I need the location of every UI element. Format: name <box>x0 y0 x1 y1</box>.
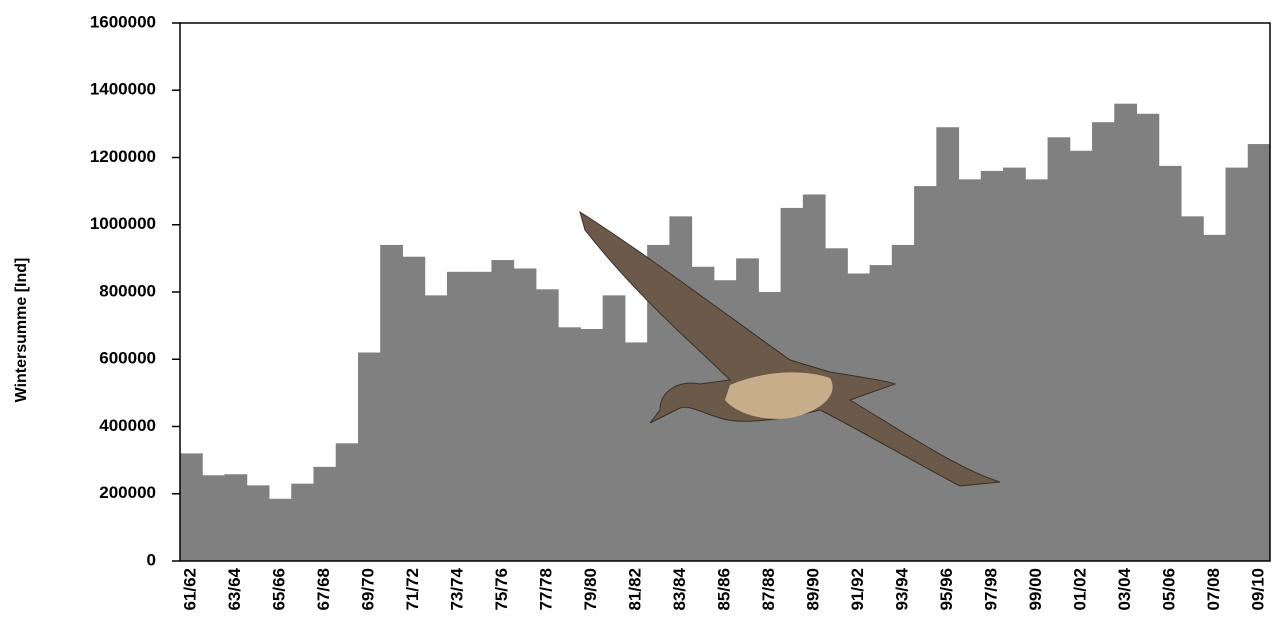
bar <box>491 260 514 561</box>
bar <box>358 353 381 561</box>
x-tick-label: 89/90 <box>803 568 822 611</box>
bar <box>936 127 959 561</box>
y-tick-label: 400000 <box>99 416 156 435</box>
x-tick-label: 63/64 <box>225 567 244 610</box>
x-tick-label: 77/78 <box>537 568 556 611</box>
bar <box>514 268 537 561</box>
bar <box>625 342 648 561</box>
bar <box>892 245 915 561</box>
bar <box>336 443 359 561</box>
bar <box>425 295 448 561</box>
y-tick-label: 1600000 <box>90 12 156 31</box>
bar <box>247 485 270 561</box>
bar <box>1159 166 1182 561</box>
x-tick-label: 71/72 <box>403 568 422 611</box>
bar <box>269 499 292 561</box>
x-tick-label: 93/94 <box>892 567 911 610</box>
bar <box>469 272 492 561</box>
bar <box>447 272 470 561</box>
bar <box>1025 179 1048 561</box>
bar <box>1181 216 1204 561</box>
bar <box>180 453 203 561</box>
bar <box>291 484 314 561</box>
y-tick-label: 1000000 <box>90 214 156 233</box>
x-tick-label: 91/92 <box>848 568 867 611</box>
x-tick-label: 83/84 <box>670 567 689 610</box>
bar <box>313 467 336 561</box>
bar <box>758 292 781 561</box>
x-tick-label: 85/86 <box>714 568 733 611</box>
x-tick-label: 01/02 <box>1070 568 1089 611</box>
x-tick-label: 99/00 <box>1026 568 1045 611</box>
bar <box>1226 168 1249 561</box>
x-tick-label: 73/74 <box>448 567 467 610</box>
bar <box>580 329 603 561</box>
x-tick-label: 67/68 <box>314 568 333 611</box>
x-tick-label: 07/08 <box>1204 568 1223 611</box>
bar <box>981 171 1004 561</box>
x-tick-label: 87/88 <box>759 568 778 611</box>
y-tick-label: 800000 <box>99 281 156 300</box>
bar <box>1092 122 1115 561</box>
chart: Wintersumme [Ind] 0 200000 400000 600000 800… <box>0 0 1280 626</box>
bar <box>1203 235 1226 561</box>
x-tick-label: 69/70 <box>359 568 378 611</box>
x-tick-label: 75/76 <box>492 568 511 611</box>
bar <box>380 245 403 561</box>
x-tick-label: 65/66 <box>270 568 289 611</box>
y-tick-label: 200000 <box>99 483 156 502</box>
x-tick-label: 79/80 <box>581 568 600 611</box>
x-tick-label: 81/82 <box>626 568 645 611</box>
x-tick-label: 61/62 <box>181 568 200 611</box>
bar <box>1003 168 1026 561</box>
x-tick-label: 05/06 <box>1159 568 1178 611</box>
y-tick-label: 0 <box>147 550 156 569</box>
bar <box>959 179 982 561</box>
bar <box>224 474 247 561</box>
y-tick-label: 600000 <box>99 349 156 368</box>
bar <box>1248 144 1271 561</box>
x-tick-label: 03/04 <box>1115 567 1134 610</box>
bar <box>914 186 937 561</box>
bar <box>536 289 559 561</box>
bar <box>1114 104 1137 561</box>
bar <box>870 265 893 561</box>
bar <box>1070 151 1093 561</box>
y-tick-label: 1400000 <box>90 80 156 99</box>
bar <box>558 327 581 561</box>
bar <box>202 475 225 561</box>
bar <box>1048 137 1071 561</box>
x-tick-label: 97/98 <box>981 568 1000 611</box>
y-tick-label: 1200000 <box>90 147 156 166</box>
y-axis-label: Wintersumme [Ind] <box>13 258 30 403</box>
bar <box>402 257 425 561</box>
bar <box>603 295 626 561</box>
x-tick-label: 09/10 <box>1248 568 1267 611</box>
x-tick-label: 95/96 <box>937 568 956 611</box>
bar <box>1137 114 1160 561</box>
